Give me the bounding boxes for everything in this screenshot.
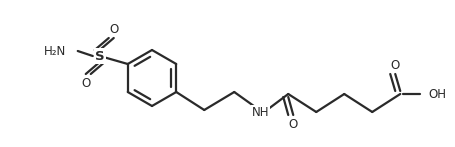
Text: O: O bbox=[288, 118, 298, 132]
Text: H₂N: H₂N bbox=[44, 45, 66, 57]
Text: NH: NH bbox=[252, 106, 269, 118]
Text: O: O bbox=[391, 59, 400, 71]
Text: O: O bbox=[81, 76, 91, 90]
Text: O: O bbox=[109, 22, 118, 35]
Text: OH: OH bbox=[428, 87, 446, 101]
Text: S: S bbox=[95, 50, 105, 62]
